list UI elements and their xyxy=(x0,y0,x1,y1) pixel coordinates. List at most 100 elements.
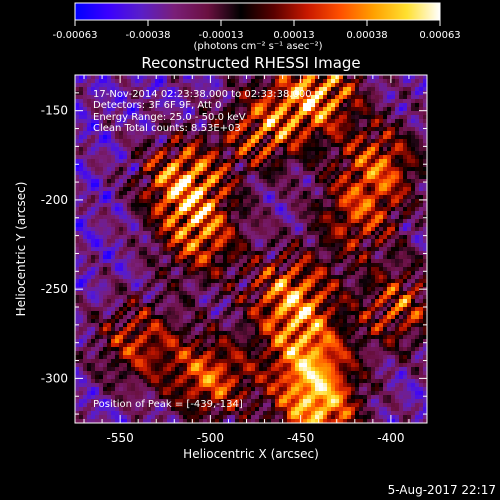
heatmap-cell xyxy=(147,95,152,100)
heatmap-cell xyxy=(159,267,164,272)
heatmap-cell xyxy=(179,163,184,168)
heatmap-cell xyxy=(311,115,316,120)
heatmap-cell xyxy=(123,163,128,168)
heatmap-cell xyxy=(139,187,144,192)
heatmap-cell xyxy=(203,295,208,300)
heatmap-cell xyxy=(111,151,116,156)
heatmap-cell xyxy=(291,215,296,220)
heatmap-cell xyxy=(123,91,128,96)
heatmap-cell xyxy=(231,171,236,176)
heatmap-cell xyxy=(139,179,144,184)
heatmap-cell xyxy=(103,155,108,160)
heatmap-cell xyxy=(195,199,200,204)
heatmap-cell xyxy=(239,199,244,204)
heatmap-cell xyxy=(171,291,176,296)
heatmap-cell xyxy=(375,171,380,176)
heatmap-cell xyxy=(131,203,136,208)
heatmap-cell xyxy=(95,183,100,188)
heatmap-cell xyxy=(247,167,252,172)
heatmap-cell xyxy=(83,79,88,84)
heatmap-cell xyxy=(411,79,416,84)
heatmap-cell xyxy=(371,87,376,92)
heatmap-cell xyxy=(199,123,204,128)
heatmap-cell xyxy=(411,131,416,136)
heatmap-cell xyxy=(399,115,404,120)
heatmap-cell xyxy=(367,271,372,276)
heatmap-cell xyxy=(111,171,116,176)
heatmap-cell xyxy=(323,223,328,228)
heatmap-cell xyxy=(239,211,244,216)
heatmap-cell xyxy=(235,291,240,296)
heatmap-cell xyxy=(143,219,148,224)
heatmap-cell xyxy=(199,131,204,136)
heatmap-cell xyxy=(383,283,388,288)
heatmap-cell xyxy=(79,207,84,212)
heatmap-cell xyxy=(127,143,132,148)
heatmap-cell xyxy=(335,163,340,168)
heatmap-cell xyxy=(175,299,180,304)
heatmap-cell xyxy=(167,135,172,140)
heatmap-cell xyxy=(331,79,336,84)
heatmap-cell xyxy=(171,239,176,244)
heatmap-cell xyxy=(131,255,136,260)
heatmap-cell xyxy=(99,279,104,284)
heatmap-cell xyxy=(227,251,232,256)
heatmap-cell xyxy=(79,227,84,232)
heatmap-cell xyxy=(207,103,212,108)
heatmap-cell xyxy=(95,227,100,232)
heatmap-cell xyxy=(307,163,312,168)
heatmap-cell xyxy=(259,227,264,232)
heatmap-cell xyxy=(295,95,300,100)
heatmap-cell xyxy=(271,123,276,128)
heatmap-cell xyxy=(183,155,188,160)
heatmap-cell xyxy=(343,123,348,128)
heatmap-cell xyxy=(343,155,348,160)
heatmap-cell xyxy=(407,167,412,172)
heatmap-cell xyxy=(111,139,116,144)
heatmap-cell xyxy=(263,223,268,228)
heatmap-cell xyxy=(347,187,352,192)
heatmap-cell xyxy=(227,179,232,184)
heatmap-cell xyxy=(359,295,364,300)
heatmap-cell xyxy=(155,239,160,244)
heatmap-cell xyxy=(155,143,160,148)
heatmap-cell xyxy=(423,191,427,196)
heatmap-cell xyxy=(351,283,356,288)
heatmap-cell xyxy=(95,151,100,156)
heatmap-cell xyxy=(379,275,384,280)
heatmap-cell xyxy=(371,151,376,156)
heatmap-cell xyxy=(331,239,336,244)
heatmap-cell xyxy=(95,103,100,108)
heatmap-cell xyxy=(99,135,104,140)
heatmap-cell xyxy=(299,263,304,268)
heatmap-cell xyxy=(163,283,168,288)
heatmap-cell xyxy=(347,239,352,244)
heatmap-cell xyxy=(247,139,252,144)
heatmap-cell xyxy=(323,79,328,84)
heatmap-cell xyxy=(231,155,236,160)
heatmap-cell xyxy=(359,87,364,92)
heatmap-cell xyxy=(151,271,156,276)
heatmap-cell xyxy=(107,263,112,268)
heatmap-cell xyxy=(75,223,80,228)
heatmap-cell xyxy=(239,219,244,224)
heatmap-cell xyxy=(367,171,372,176)
heatmap-cell xyxy=(143,287,148,292)
heatmap-cell xyxy=(259,127,264,132)
heatmap-cell xyxy=(331,139,336,144)
heatmap-cell xyxy=(199,187,204,192)
heatmap-cell xyxy=(75,107,80,112)
heatmap-cell xyxy=(187,231,192,236)
heatmap-cell xyxy=(219,199,224,204)
heatmap-cell xyxy=(123,147,128,152)
heatmap-cell xyxy=(319,111,324,116)
heatmap-cell xyxy=(299,235,304,240)
heatmap-cell xyxy=(327,87,332,92)
heatmap-cell xyxy=(135,283,140,288)
heatmap-cell xyxy=(203,123,208,128)
heatmap-cell xyxy=(331,87,336,92)
heatmap-cell xyxy=(147,271,152,276)
heatmap-cell xyxy=(263,291,268,296)
heatmap-cell xyxy=(363,263,368,268)
heatmap-cell xyxy=(363,239,368,244)
